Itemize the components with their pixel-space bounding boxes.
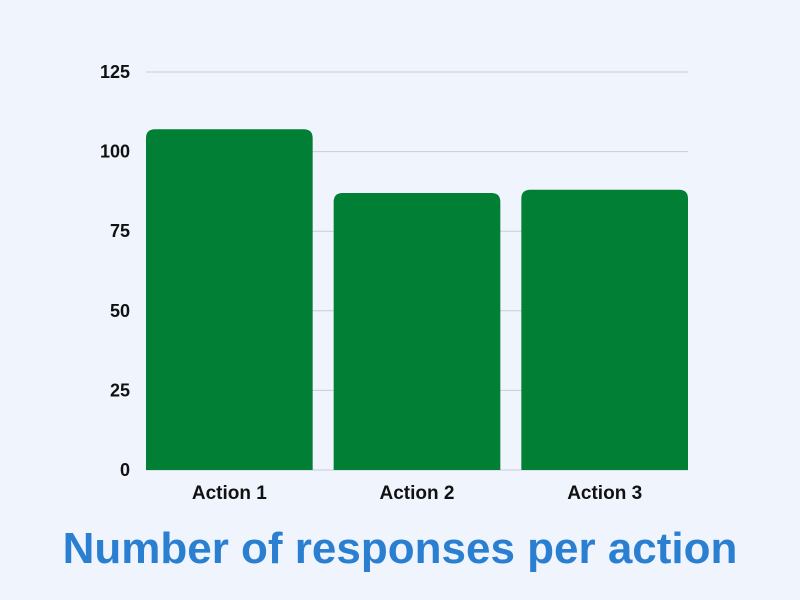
y-tick-label: 100 [100,142,130,162]
x-axis: Action 1 Action 2 Action 3 [192,483,642,504]
y-tick-label: 0 [120,460,130,480]
y-tick-label: 25 [110,380,130,400]
bar-action-1 [146,129,313,470]
bars [146,129,688,471]
bar-action-2 [333,192,501,470]
x-tick-label: Action 3 [567,483,642,504]
y-tick-label: 75 [110,221,130,241]
y-axis: 0 25 50 75 100 125 [100,62,130,480]
chart-title: Number of responses per action [63,524,738,573]
y-tick-label: 125 [100,62,130,82]
x-tick-label: Action 1 [192,483,267,504]
y-tick-label: 50 [110,301,130,321]
x-tick-label: Action 2 [380,483,455,504]
bar-action-3 [521,189,688,471]
